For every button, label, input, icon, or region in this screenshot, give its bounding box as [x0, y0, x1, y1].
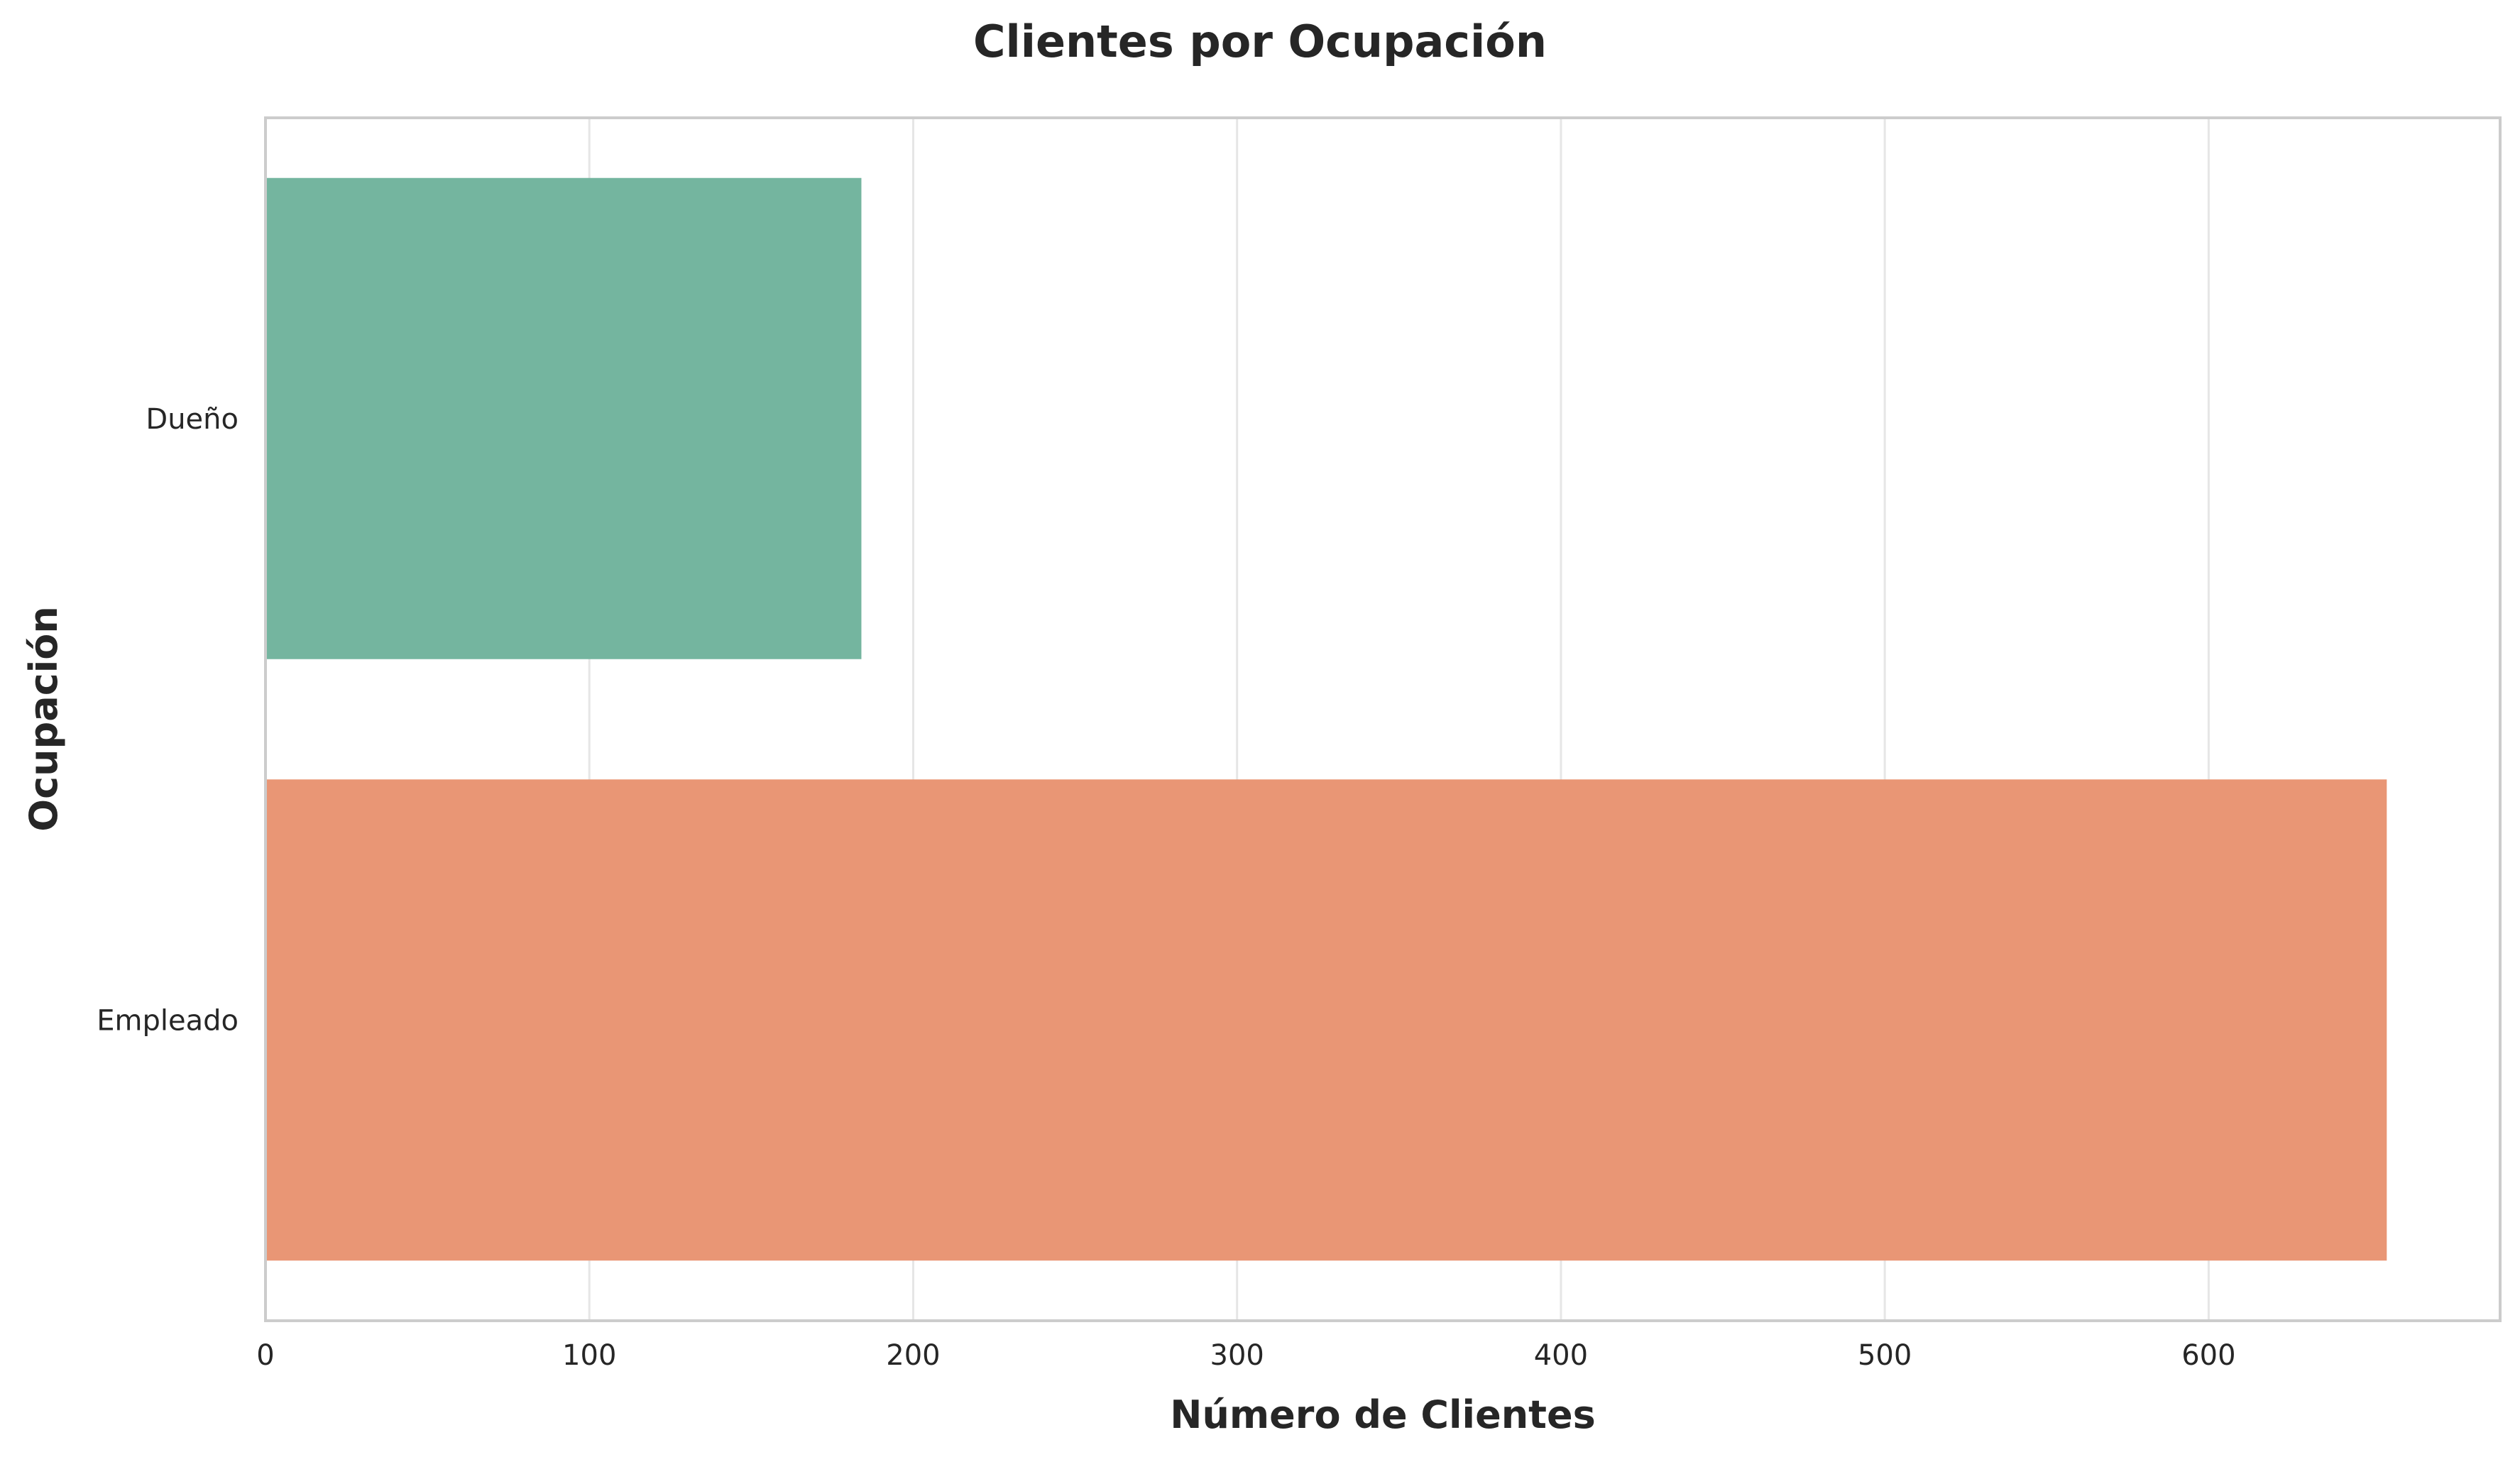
- y-tick-label: Dueño: [146, 403, 239, 436]
- y-axis-label: Ocupación: [21, 606, 66, 832]
- bar-0: [265, 177, 862, 659]
- y-tick-label: Empleado: [97, 1004, 239, 1037]
- chart-title: Clientes por Ocupación: [973, 16, 1547, 67]
- x-axis-ticks: 0 100 200 300 400 500 600: [256, 1339, 2235, 1372]
- x-tick-label: 200: [886, 1339, 940, 1372]
- x-tick-label: 500: [1858, 1339, 1912, 1372]
- x-axis-label: Número de Clientes: [1170, 1392, 1595, 1437]
- bars: [265, 177, 2387, 1261]
- x-tick-label: 100: [562, 1339, 616, 1372]
- x-tick-label: 400: [1534, 1339, 1588, 1372]
- bar-1: [265, 779, 2387, 1261]
- x-tick-label: 300: [1210, 1339, 1264, 1372]
- x-tick-label: 0: [256, 1339, 274, 1372]
- y-axis-ticks: Dueño Empleado: [97, 403, 239, 1038]
- plot-frame: [264, 116, 2502, 1322]
- x-tick-label: 600: [2181, 1339, 2235, 1372]
